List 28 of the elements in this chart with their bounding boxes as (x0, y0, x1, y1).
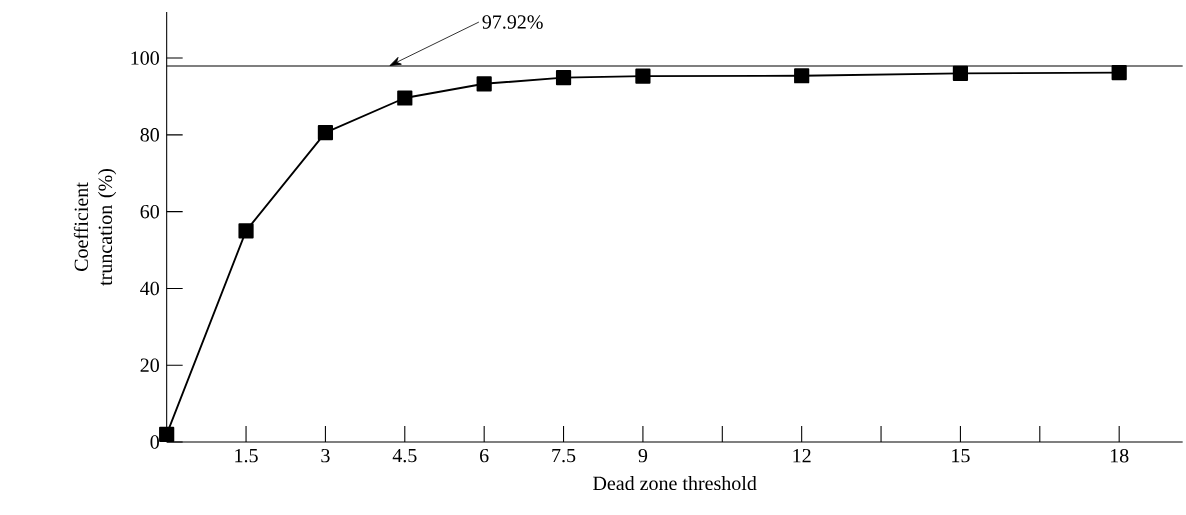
y-axis-title: Coefficient truncation (%) (73, 169, 117, 286)
y-tick-label: 80 (140, 128, 159, 142)
point (555, 70, 572, 86)
point (794, 68, 810, 84)
x-tick-label: 12 (793, 448, 811, 463)
x-tick-label: 18 (1110, 448, 1129, 463)
x-tick-label: 9 (638, 448, 648, 463)
point (635, 68, 651, 84)
x-tick-label: 7.5 (552, 448, 576, 463)
point (476, 76, 492, 92)
point (1111, 65, 1127, 81)
x-tick-label: 4.5 (392, 448, 417, 463)
point (159, 426, 175, 442)
point (317, 124, 334, 141)
x-tick-label: 15 (952, 448, 970, 463)
y-tick-label: 100 (131, 51, 159, 65)
point (238, 223, 254, 239)
point (952, 65, 969, 82)
x-tick-label: 6 (480, 448, 489, 463)
point (397, 90, 413, 106)
y-tick-label: 0 (150, 435, 159, 449)
y-tick-label: 20 (140, 358, 159, 372)
x-tick-label: 1.5 (235, 448, 258, 463)
x-tick-label: 3 (321, 448, 330, 463)
ref-line-label: 97.92% (482, 15, 543, 29)
y-tick-label: 40 (140, 281, 159, 296)
x-axis-title: Dead zone threshold (593, 476, 757, 491)
y-tick-label: 60 (140, 204, 159, 219)
